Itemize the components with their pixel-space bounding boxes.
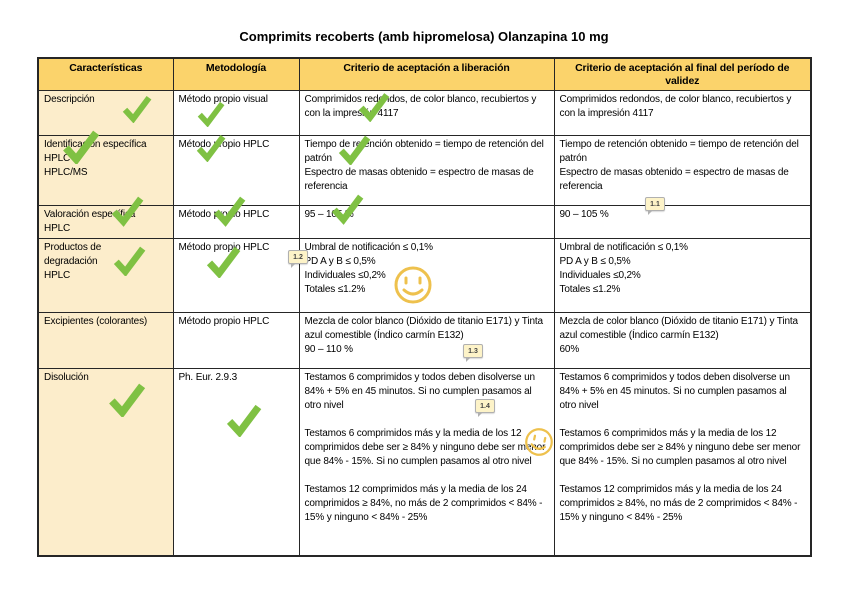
comment-marker[interactable]: 1.4 bbox=[475, 399, 495, 417]
table-cell: Valoración específica HPLC bbox=[37, 205, 174, 239]
table-cell: Mezcla de color blanco (Dióxido de titan… bbox=[553, 312, 812, 369]
table-cell: Descripción bbox=[37, 90, 174, 136]
table-cell: Método propio HPLC bbox=[172, 205, 300, 239]
comment-marker[interactable]: 1.2 bbox=[288, 250, 308, 268]
table-cell: Comprimidos redondos, de color blanco, r… bbox=[553, 90, 812, 136]
table-cell: Mezcla de color blanco (Dióxido de titan… bbox=[298, 312, 555, 369]
table-cell: Excipientes (colorantes) bbox=[37, 312, 174, 369]
smiley-icon bbox=[394, 266, 432, 304]
table-cell: Umbral de notificación ≤ 0,1% PD A y B ≤… bbox=[553, 238, 812, 313]
table-cell: Tiempo de retención obtenido = tiempo de… bbox=[298, 135, 555, 206]
comment-marker[interactable]: 1.1 bbox=[645, 197, 665, 215]
table-cell: Testamos 6 comprimidos y todos deben dis… bbox=[553, 368, 812, 557]
column-header-metodologia: Metodología bbox=[172, 57, 300, 91]
table-cell: Comprimidos redondos, de color blanco, r… bbox=[298, 90, 555, 136]
table-cell: Productos de degradación HPLC bbox=[37, 238, 174, 313]
comment-label: 1.1 bbox=[650, 200, 660, 208]
comment-label: 1.2 bbox=[293, 253, 303, 261]
specification-table: Características Metodología Criterio de … bbox=[37, 57, 812, 557]
column-header-criterio-validez: Criterio de aceptación al final del perí… bbox=[553, 57, 812, 91]
table-row: Identificación específica HPLC Tr HPLC/M… bbox=[37, 135, 812, 206]
comment-label: 1.4 bbox=[480, 402, 490, 410]
table-cell: Testamos 6 comprimidos y todos deben dis… bbox=[298, 368, 555, 557]
table-cell: Método propio HPLC bbox=[172, 238, 300, 313]
table-cell: Método propio visual bbox=[172, 90, 300, 136]
table-cell: Método propio HPLC bbox=[172, 135, 300, 206]
table-cell: 95 – 105 % bbox=[298, 205, 555, 239]
table-row: Valoración específica HPLC Método propio… bbox=[37, 205, 812, 239]
table-cell: Identificación específica HPLC Tr HPLC/M… bbox=[37, 135, 174, 206]
table-row: Excipientes (colorantes) Método propio H… bbox=[37, 312, 812, 369]
comment-marker[interactable]: 1.3 bbox=[463, 344, 483, 362]
document-title: Comprimits recoberts (amb hipromelosa) O… bbox=[239, 29, 609, 44]
table-row: Disolución Ph. Eur. 2.9.3 Testamos 6 com… bbox=[37, 368, 812, 557]
table-cell: Tiempo de retención obtenido = tiempo de… bbox=[553, 135, 812, 206]
column-header-criterio-liberacion: Criterio de aceptación a liberación bbox=[298, 57, 555, 91]
smiley-icon bbox=[525, 428, 553, 456]
comment-label: 1.3 bbox=[468, 347, 478, 355]
table-cell: Ph. Eur. 2.9.3 bbox=[172, 368, 300, 557]
header-row: Características Metodología Criterio de … bbox=[37, 57, 812, 91]
table-cell: Método propio HPLC bbox=[172, 312, 300, 369]
table-row: Descripción Método propio visual Comprim… bbox=[37, 90, 812, 136]
column-header-caracteristicas: Características bbox=[37, 57, 174, 91]
table-cell: Disolución bbox=[37, 368, 174, 557]
table-cell: 90 – 105 % bbox=[553, 205, 812, 239]
